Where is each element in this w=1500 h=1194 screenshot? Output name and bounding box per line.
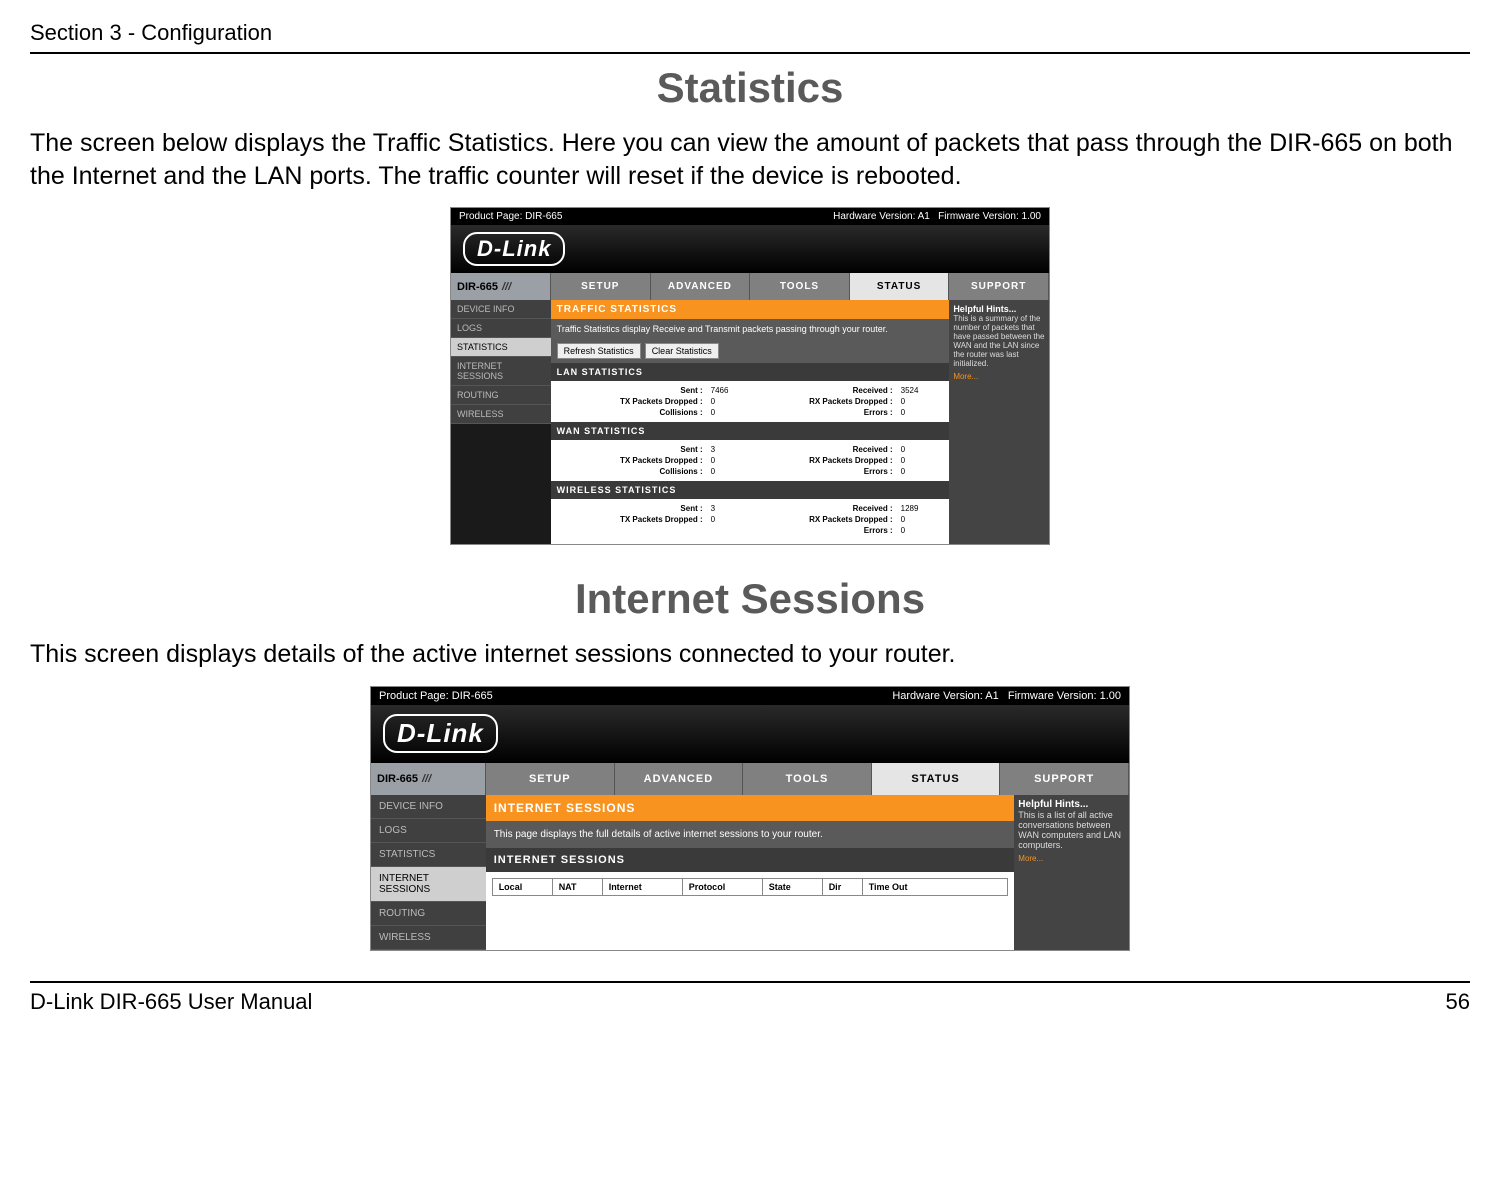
hints-text-2: This is a list of all active conversatio… bbox=[1018, 810, 1121, 850]
content-header-2: INTERNET SESSIONS bbox=[486, 795, 1015, 821]
para-statistics: The screen below displays the Traffic St… bbox=[30, 127, 1470, 192]
tab-support-2[interactable]: SUPPORT bbox=[1000, 763, 1129, 795]
title-sessions: Internet Sessions bbox=[30, 575, 1470, 623]
tab-setup-2[interactable]: SETUP bbox=[486, 763, 615, 795]
top-bar: Product Page: DIR-665 Hardware Version: … bbox=[451, 208, 1049, 225]
brand-logo-2: D-Link bbox=[383, 714, 498, 753]
button-row: Refresh Statistics Clear Statistics bbox=[551, 339, 950, 363]
header-rule bbox=[30, 52, 1470, 54]
more-link-2[interactable]: More... bbox=[1018, 854, 1125, 863]
brand-bar: D-Link bbox=[451, 225, 1049, 273]
title-statistics: Statistics bbox=[30, 64, 1470, 112]
tab-advanced-2[interactable]: ADVANCED bbox=[615, 763, 744, 795]
helpful-hints-2: Helpful Hints... This is a list of all a… bbox=[1014, 795, 1129, 950]
hints-title-2: Helpful Hints... bbox=[1018, 799, 1088, 810]
hw-fw-2: Hardware Version: A1 Firmware Version: 1… bbox=[892, 690, 1121, 702]
tabs-row: DIR-665/// SETUP ADVANCED TOOLS STATUS S… bbox=[451, 273, 1049, 300]
screenshot-statistics: Product Page: DIR-665 Hardware Version: … bbox=[30, 207, 1470, 545]
more-link[interactable]: More... bbox=[953, 372, 1045, 381]
product-page: Product Page: DIR-665 bbox=[459, 211, 562, 222]
tab-tools[interactable]: TOOLS bbox=[750, 273, 850, 300]
sidebar: DEVICE INFO LOGS STATISTICS INTERNET SES… bbox=[451, 300, 551, 544]
tab-support[interactable]: SUPPORT bbox=[949, 273, 1049, 300]
wan-block: Sent :3Received :0 TX Packets Dropped :0… bbox=[551, 440, 950, 481]
tab-status-2[interactable]: STATUS bbox=[872, 763, 1001, 795]
content-desc: Traffic Statistics display Receive and T… bbox=[551, 319, 950, 339]
sess-sub: INTERNET SESSIONS bbox=[486, 848, 1015, 872]
col-nat: NAT bbox=[553, 879, 603, 895]
side-deviceinfo[interactable]: DEVICE INFO bbox=[451, 300, 551, 319]
content-desc-2: This page displays the full details of a… bbox=[486, 821, 1015, 848]
refresh-button[interactable]: Refresh Statistics bbox=[557, 343, 641, 359]
clear-button[interactable]: Clear Statistics bbox=[645, 343, 719, 359]
hw-fw: Hardware Version: A1 Firmware Version: 1… bbox=[833, 211, 1041, 222]
para-sessions: This screen displays details of the acti… bbox=[30, 638, 1470, 671]
footer-page: 56 bbox=[1446, 989, 1470, 1015]
section-label: Section 3 - Configuration bbox=[30, 20, 1470, 46]
side-sessions[interactable]: INTERNET SESSIONS bbox=[451, 357, 551, 386]
col-state: State bbox=[763, 879, 823, 895]
col-protocol: Protocol bbox=[683, 879, 763, 895]
hints-title: Helpful Hints... bbox=[953, 304, 1016, 314]
side-wireless[interactable]: WIRELESS bbox=[451, 405, 551, 424]
side-routing-2[interactable]: ROUTING bbox=[371, 902, 486, 926]
lan-header: LAN STATISTICS bbox=[551, 363, 950, 381]
side-sessions-2[interactable]: INTERNET SESSIONS bbox=[371, 867, 486, 902]
brand-logo: D-Link bbox=[463, 232, 565, 266]
top-bar-2: Product Page: DIR-665 Hardware Version: … bbox=[371, 687, 1129, 705]
lan-block: Sent :7466Received :3524 TX Packets Drop… bbox=[551, 381, 950, 422]
side-statistics[interactable]: STATISTICS bbox=[451, 338, 551, 357]
model-cell-2: DIR-665/// bbox=[371, 763, 486, 795]
router-ui-statistics: Product Page: DIR-665 Hardware Version: … bbox=[450, 207, 1050, 545]
product-page-2: Product Page: DIR-665 bbox=[379, 690, 493, 702]
router-ui-sessions: Product Page: DIR-665 Hardware Version: … bbox=[370, 686, 1130, 951]
model-cell: DIR-665/// bbox=[451, 273, 551, 300]
wl-header: WIRELESS STATISTICS bbox=[551, 481, 950, 499]
footer-rule bbox=[30, 981, 1470, 983]
footer-left: D-Link DIR-665 User Manual bbox=[30, 989, 312, 1015]
tab-setup[interactable]: SETUP bbox=[551, 273, 651, 300]
hints-text: This is a summary of the number of packe… bbox=[953, 314, 1044, 368]
tab-advanced[interactable]: ADVANCED bbox=[651, 273, 751, 300]
screenshot-sessions: Product Page: DIR-665 Hardware Version: … bbox=[30, 686, 1470, 951]
col-timeout: Time Out bbox=[863, 879, 1008, 895]
side-deviceinfo-2[interactable]: DEVICE INFO bbox=[371, 795, 486, 819]
side-routing[interactable]: ROUTING bbox=[451, 386, 551, 405]
side-logs[interactable]: LOGS bbox=[451, 319, 551, 338]
side-logs-2[interactable]: LOGS bbox=[371, 819, 486, 843]
content-header: TRAFFIC STATISTICS bbox=[551, 300, 950, 319]
col-dir: Dir bbox=[823, 879, 863, 895]
tab-tools-2[interactable]: TOOLS bbox=[743, 763, 872, 795]
col-internet: Internet bbox=[603, 879, 683, 895]
tab-status[interactable]: STATUS bbox=[850, 273, 950, 300]
helpful-hints: Helpful Hints... This is a summary of th… bbox=[949, 300, 1049, 544]
side-statistics-2[interactable]: STATISTICS bbox=[371, 843, 486, 867]
wl-block: Sent :3Received :1289 TX Packets Dropped… bbox=[551, 499, 950, 540]
tabs-row-2: DIR-665/// SETUP ADVANCED TOOLS STATUS S… bbox=[371, 763, 1129, 795]
sidebar-2: DEVICE INFO LOGS STATISTICS INTERNET SES… bbox=[371, 795, 486, 950]
sessions-table: Local NAT Internet Protocol State Dir Ti… bbox=[492, 878, 1009, 896]
col-local: Local bbox=[493, 879, 553, 895]
brand-bar-2: D-Link bbox=[371, 705, 1129, 763]
wan-header: WAN STATISTICS bbox=[551, 422, 950, 440]
side-wireless-2[interactable]: WIRELESS bbox=[371, 926, 486, 950]
main-content-2: INTERNET SESSIONS This page displays the… bbox=[486, 795, 1015, 950]
main-content: TRAFFIC STATISTICS Traffic Statistics di… bbox=[551, 300, 950, 544]
